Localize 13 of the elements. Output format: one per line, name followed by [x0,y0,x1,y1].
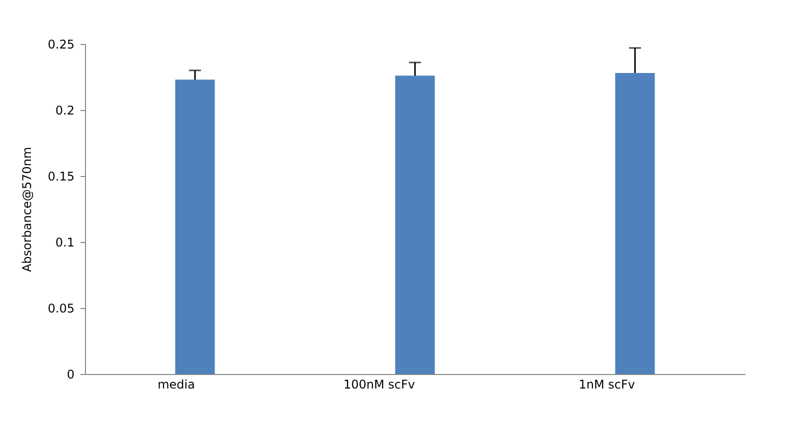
y-tick-label: 0.1 [55,236,74,250]
y-tick-label: 0.15 [48,170,74,184]
x-tick-label: media [158,378,195,392]
bar [395,76,435,374]
bar [175,80,215,374]
y-tick-label: 0 [66,368,74,382]
bar [615,73,655,374]
y-tick-label: 0.05 [48,302,74,316]
y-tick-label: 0.25 [48,38,74,52]
y-tick-label: 0.2 [55,104,74,118]
x-tick-label: 100nM scFv [343,378,415,392]
y-axis-title: Absorbance@570nm [20,146,34,272]
x-tick-label: 1nM scFv [578,378,635,392]
